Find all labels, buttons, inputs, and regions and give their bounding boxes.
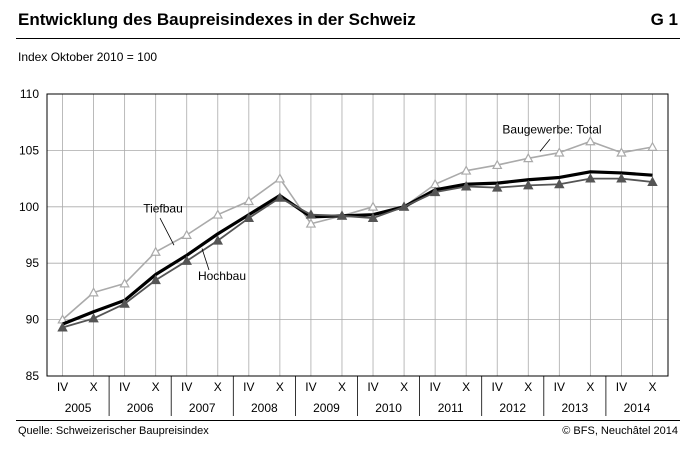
- x-tick-label: IV: [305, 380, 316, 394]
- y-tick-label: 85: [26, 369, 40, 383]
- data-point: [492, 182, 503, 192]
- data-point: [150, 246, 161, 256]
- data-point: [88, 313, 99, 323]
- x-tick-label: X: [586, 380, 594, 394]
- year-label: 2008: [251, 401, 278, 415]
- x-tick-label: X: [462, 380, 470, 394]
- source-note: Quelle: Schweizerischer Baupreisindex: [18, 425, 209, 437]
- year-label: 2010: [375, 401, 402, 415]
- y-tick-label: 110: [20, 87, 39, 101]
- series-line: [61, 140, 653, 321]
- copyright-note: © BFS, Neuchâtel 2014: [562, 425, 678, 437]
- year-label: 2009: [313, 401, 340, 415]
- data-point: [460, 165, 472, 175]
- x-tick-label: IV: [243, 380, 254, 394]
- series-line: [61, 170, 653, 326]
- x-tick-label: X: [524, 380, 532, 394]
- year-label: 2005: [65, 401, 92, 415]
- y-tick-label: 100: [19, 200, 39, 214]
- data-point: [181, 255, 192, 265]
- x-tick-label: X: [648, 380, 656, 394]
- y-tick-label: 90: [26, 313, 40, 327]
- x-tick-label: IV: [367, 380, 378, 394]
- data-point: [57, 322, 68, 332]
- data-point: [585, 173, 596, 183]
- annotation-leader: [201, 248, 210, 271]
- x-tick-label: IV: [119, 380, 130, 394]
- annotation-total: Baugewerbe: Total: [502, 122, 601, 136]
- x-tick-label: X: [90, 380, 98, 394]
- x-tick-label: X: [152, 380, 160, 394]
- annotation-leader: [539, 138, 551, 152]
- data-point: [554, 147, 565, 157]
- data-point: [305, 209, 317, 219]
- data-point: [398, 201, 410, 211]
- year-label: 2012: [499, 401, 526, 415]
- y-tick-label: 105: [19, 143, 39, 157]
- data-point: [274, 173, 286, 183]
- footer-divider: [16, 420, 680, 421]
- data-point: [212, 235, 223, 245]
- data-point: [274, 192, 286, 202]
- y-tick-label: 95: [26, 256, 40, 270]
- year-label: 2014: [624, 401, 651, 415]
- x-tick-label: IV: [492, 380, 503, 394]
- series-line: [62, 177, 653, 329]
- annotation-hochbau: Hochbau: [198, 269, 246, 283]
- x-tick-label: X: [338, 380, 346, 394]
- data-point: [243, 212, 255, 223]
- x-tick-label: IV: [554, 380, 565, 394]
- x-tick-label: IV: [57, 380, 68, 394]
- data-point: [554, 178, 565, 189]
- data-point: [88, 287, 99, 297]
- chart-subtitle: Index Oktober 2010 = 100: [18, 50, 158, 64]
- data-point: [460, 181, 472, 191]
- data-point: [119, 278, 130, 288]
- data-point: [119, 298, 130, 308]
- data-point: [647, 176, 658, 186]
- x-tick-label: X: [276, 380, 284, 394]
- data-point: [523, 152, 534, 163]
- data-point: [429, 186, 441, 197]
- year-label: 2007: [189, 401, 216, 415]
- data-point: [305, 218, 317, 228]
- x-tick-label: X: [400, 380, 408, 394]
- year-label: 2006: [127, 401, 154, 415]
- chart-title: Entwicklung des Baupreisindexes in der S…: [18, 10, 416, 29]
- data-point: [616, 173, 627, 183]
- data-point: [647, 141, 658, 151]
- x-tick-label: X: [214, 380, 222, 394]
- x-tick-label: IV: [616, 380, 627, 394]
- annotation-tiefbau: Tiefbau: [143, 201, 183, 215]
- x-tick-label: IV: [181, 380, 192, 394]
- data-point: [367, 201, 379, 211]
- data-point: [616, 147, 627, 157]
- data-point: [336, 210, 348, 220]
- data-point: [585, 135, 596, 146]
- data-point: [243, 195, 255, 206]
- data-point: [181, 229, 192, 239]
- data-point: [212, 209, 223, 219]
- x-tick-label: IV: [429, 380, 440, 394]
- data-point: [492, 159, 503, 170]
- chart-code: G 1: [650, 10, 678, 29]
- data-point: [150, 274, 161, 285]
- data-point: [367, 212, 379, 223]
- annotation-leader: [159, 217, 175, 246]
- header-divider: [16, 38, 680, 39]
- data-point: [523, 179, 534, 190]
- year-label: 2013: [561, 401, 588, 415]
- year-label: 2011: [438, 401, 464, 415]
